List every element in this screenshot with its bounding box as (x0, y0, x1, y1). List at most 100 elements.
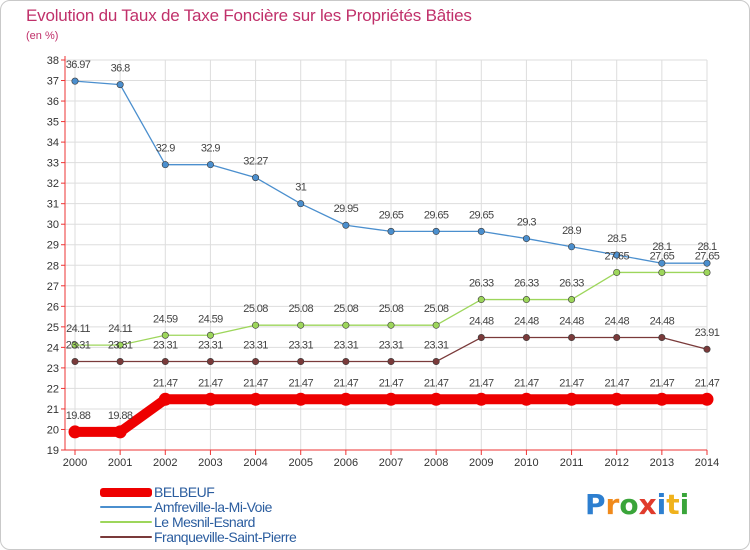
y-tick-label: 23 (47, 363, 59, 375)
y-tick-label: 26 (47, 301, 59, 313)
legend-label: BELBEUF (154, 484, 215, 500)
y-tick-label: 32 (47, 178, 59, 190)
data-label: 27.65 (604, 250, 629, 262)
y-tick-label: 24 (47, 342, 59, 354)
x-tick-label: 2002 (153, 457, 177, 469)
data-point (522, 235, 530, 243)
data-label: 21.47 (469, 377, 494, 389)
data-point (613, 334, 621, 342)
y-tick-label: 34 (47, 137, 59, 149)
data-label: 25.08 (379, 303, 404, 315)
data-point (158, 392, 172, 406)
data-label: 28.1 (652, 241, 671, 253)
data-point (519, 392, 533, 406)
data-label: 23.31 (243, 340, 268, 352)
legend-label: Amfreville-la-Mi-Voie (154, 499, 272, 515)
y-tick-label: 35 (47, 117, 59, 129)
data-label: 23.31 (108, 340, 133, 352)
data-label: 25.08 (243, 303, 268, 315)
data-label: 21.47 (424, 377, 449, 389)
data-point (206, 358, 214, 366)
data-point (703, 259, 711, 267)
data-label: 24.48 (559, 316, 584, 328)
data-label: 28.9 (562, 225, 581, 237)
data-point (339, 392, 353, 406)
data-point (71, 358, 79, 366)
legend-swatch (100, 536, 152, 538)
data-label: 21.47 (334, 377, 359, 389)
x-tick-label: 2013 (650, 457, 674, 469)
data-label: 23.31 (334, 340, 359, 352)
data-label: 21.47 (559, 377, 584, 389)
data-point (203, 392, 217, 406)
data-label: 24.11 (108, 323, 132, 335)
data-point (342, 358, 350, 366)
y-tick-label: 33 (47, 158, 59, 170)
y-tick-label: 36 (47, 96, 59, 108)
data-label: 21.47 (514, 377, 539, 389)
y-unit-label: (en %) (26, 30, 59, 42)
data-label: 23.31 (198, 340, 223, 352)
data-label: 28.1 (697, 241, 716, 253)
data-label: 29.65 (424, 209, 449, 221)
data-point (610, 392, 624, 406)
data-label: 24.48 (514, 316, 539, 328)
data-point (703, 268, 711, 276)
y-tick-label: 22 (47, 383, 59, 395)
y-tick-label: 37 (47, 76, 59, 88)
x-tick-label: 2006 (334, 457, 358, 469)
data-label: 28.5 (607, 233, 626, 245)
data-point (252, 174, 260, 182)
data-point (161, 331, 169, 339)
legend-swatch (100, 487, 152, 497)
data-label: 21.47 (650, 377, 675, 389)
data-label: 26.33 (559, 278, 584, 290)
data-point (116, 358, 124, 366)
data-point (68, 425, 82, 439)
data-label: 27.65 (695, 250, 720, 262)
y-tick-label: 27 (47, 281, 59, 293)
data-point (474, 392, 488, 406)
data-point (342, 221, 350, 229)
y-tick-label: 30 (47, 219, 59, 231)
data-label: 36.97 (66, 59, 91, 71)
data-label: 21.47 (198, 377, 223, 389)
data-label: 32.9 (201, 143, 220, 155)
data-point (384, 392, 398, 406)
data-label: 23.31 (66, 340, 91, 352)
data-label: 23.31 (424, 340, 449, 352)
data-label: 23.91 (695, 327, 720, 339)
x-tick-label: 2010 (514, 457, 538, 469)
data-label: 25.08 (334, 303, 359, 315)
data-point (477, 296, 485, 304)
x-tick-label: 2011 (560, 457, 584, 469)
data-point (568, 296, 576, 304)
data-point (655, 392, 669, 406)
data-label: 24.48 (650, 316, 675, 328)
data-point (387, 358, 395, 366)
legend-label: Franqueville-Saint-Pierre (154, 529, 297, 545)
data-label: 36.8 (111, 63, 130, 75)
data-point (522, 296, 530, 304)
y-tick-label: 21 (47, 404, 59, 416)
data-label: 25.08 (288, 303, 313, 315)
data-point (432, 321, 440, 329)
x-tick-label: 2004 (243, 457, 267, 469)
data-point (297, 358, 305, 366)
data-label: 23.31 (379, 340, 404, 352)
data-point (658, 334, 666, 342)
data-point (432, 227, 440, 235)
data-label: 21.47 (288, 377, 313, 389)
data-point (71, 77, 79, 85)
data-label: 24.59 (153, 313, 178, 325)
data-point (700, 392, 714, 406)
data-point (252, 358, 260, 366)
x-tick-label: 2001 (108, 457, 132, 469)
y-tick-label: 19 (47, 445, 59, 457)
data-label: 24.48 (469, 316, 494, 328)
data-label: 29.95 (334, 203, 359, 215)
data-point (387, 227, 395, 235)
data-point (565, 392, 579, 406)
data-point (568, 243, 576, 251)
